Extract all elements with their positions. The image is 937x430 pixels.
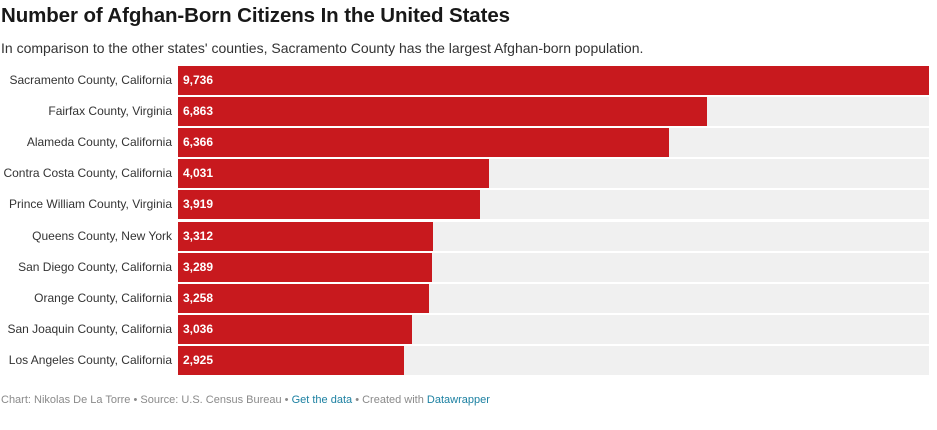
bar-row: Alameda County, California 6,366 (0, 128, 937, 158)
category-label: Los Angeles County, California (8, 352, 172, 367)
bar-row: Queens County, New York 3,312 (0, 221, 937, 251)
bar-track: 9,736 (178, 66, 929, 95)
bar-track: 6,366 (178, 128, 929, 158)
chart-title: Number of Afghan-Born Citizens In the Un… (1, 4, 510, 27)
footer-separator: • (130, 394, 141, 406)
category-label: Prince William County, Virginia (9, 197, 172, 212)
bar-value-label: 6,366 (183, 135, 214, 150)
bar: 2,925 (178, 345, 404, 375)
bar-value-label: 3,312 (183, 228, 214, 243)
bar: 3,036 (178, 314, 413, 344)
bar-row: Sacramento County, California 9,736 (0, 66, 937, 95)
bar-track: 3,289 (178, 252, 929, 282)
bar-value-label: 4,031 (183, 166, 214, 181)
bar-row: San Diego County, California 3,289 (0, 252, 937, 282)
category-label: San Joaquin County, California (7, 321, 172, 336)
chart-subtitle: In comparison to the other states' count… (1, 40, 644, 56)
bar-track: 6,863 (178, 97, 929, 127)
bar-row: Fairfax County, Virginia 6,863 (0, 97, 937, 127)
footer-separator: • (352, 394, 363, 406)
bar-row: Prince William County, Virginia 3,919 (0, 190, 937, 220)
category-label: Sacramento County, California (9, 73, 172, 87)
bar: 6,863 (178, 97, 708, 127)
bar: 3,289 (178, 252, 432, 282)
bar-value-label: 9,736 (183, 73, 214, 87)
bar: 3,312 (178, 221, 434, 251)
bar-row: San Joaquin County, California 3,036 (0, 314, 937, 344)
chart-footer: Chart: Nikolas De La Torre • Source: U.S… (1, 394, 490, 406)
bar-value-label: 3,919 (183, 197, 214, 212)
bar-track: 2,925 (178, 345, 929, 375)
category-label: Queens County, New York (32, 228, 172, 243)
footer-separator: • (281, 394, 292, 406)
bar-track: 3,312 (178, 221, 929, 251)
datawrapper-link[interactable]: Datawrapper (426, 394, 490, 406)
source-credit: Source: U.S. Census Bureau (140, 394, 282, 406)
bar: 3,258 (178, 283, 430, 313)
bar: 6,366 (178, 128, 670, 158)
bar-value-label: 3,258 (183, 290, 214, 305)
bar-row: Los Angeles County, California 2,925 (0, 345, 937, 375)
category-label: San Diego County, California (18, 259, 172, 274)
category-label: Alameda County, California (26, 135, 172, 150)
bar-row: Contra Costa County, California 4,031 (0, 159, 937, 189)
bar: 4,031 (178, 159, 489, 189)
bar-value-label: 6,863 (183, 104, 214, 119)
bar-value-label: 2,925 (183, 352, 214, 367)
chart-credit: Chart: Nikolas De La Torre (1, 394, 131, 406)
category-label: Fairfax County, Virginia (48, 104, 172, 119)
bar-track: 3,036 (178, 314, 929, 344)
bar-track: 3,258 (178, 283, 929, 313)
bar-track: 3,919 (178, 190, 929, 220)
category-label: Orange County, California (34, 290, 172, 305)
bar: 9,736 (178, 66, 929, 95)
created-with-text: Created with (362, 394, 427, 406)
bar-value-label: 3,036 (183, 321, 214, 336)
category-label: Contra Costa County, California (3, 166, 172, 181)
bar-track: 4,031 (178, 159, 929, 189)
bar-value-label: 3,289 (183, 259, 214, 274)
get-data-link[interactable]: Get the data (291, 394, 353, 406)
bar: 3,919 (178, 190, 481, 220)
bar-row: Orange County, California 3,258 (0, 283, 937, 313)
